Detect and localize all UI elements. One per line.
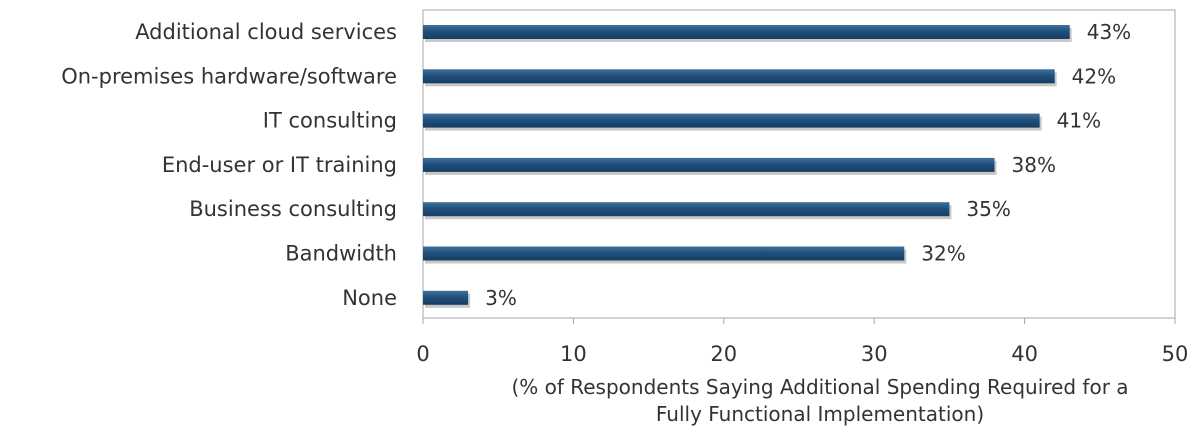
- x-tick-label: 50: [1162, 342, 1189, 366]
- category-label: IT consulting: [263, 109, 397, 133]
- value-label: 35%: [966, 197, 1010, 221]
- x-tick-label: 10: [560, 342, 587, 366]
- bar: [423, 25, 1070, 39]
- x-tick-label: 40: [1011, 342, 1038, 366]
- x-tick-label: 30: [861, 342, 888, 366]
- bars-group: [423, 25, 1072, 308]
- category-label: On-premises hardware/software: [61, 64, 397, 88]
- category-label: None: [342, 286, 397, 310]
- category-label: Business consulting: [189, 197, 397, 221]
- x-tick-label: 0: [416, 342, 429, 366]
- value-label: 41%: [1057, 109, 1101, 133]
- category-label: End-user or IT training: [162, 153, 397, 177]
- value-label: 42%: [1072, 64, 1116, 88]
- x-axis-ticks: 0 10 20 30 40 50: [416, 318, 1188, 366]
- bar: [423, 157, 995, 172]
- bar: [423, 246, 905, 261]
- category-labels: Additional cloud services On-premises har…: [61, 20, 397, 310]
- category-label: Bandwidth: [285, 242, 397, 266]
- value-label: 3%: [485, 286, 517, 310]
- x-tick-label: 20: [710, 342, 737, 366]
- value-label: 32%: [921, 242, 965, 266]
- bar: [423, 113, 1040, 128]
- category-label: Additional cloud services: [135, 20, 397, 44]
- x-axis-title-line-1: (% of Respondents Saying Additional Spen…: [511, 375, 1128, 399]
- bar: [423, 69, 1055, 84]
- x-axis-title-line-2: Fully Functional Implementation): [656, 402, 984, 426]
- value-label: 38%: [1012, 153, 1056, 177]
- value-labels: 43% 42% 41%38%35%32% 3%: [485, 20, 1131, 310]
- value-label: 43%: [1087, 20, 1131, 44]
- bar: [423, 290, 469, 305]
- bar: [423, 202, 950, 217]
